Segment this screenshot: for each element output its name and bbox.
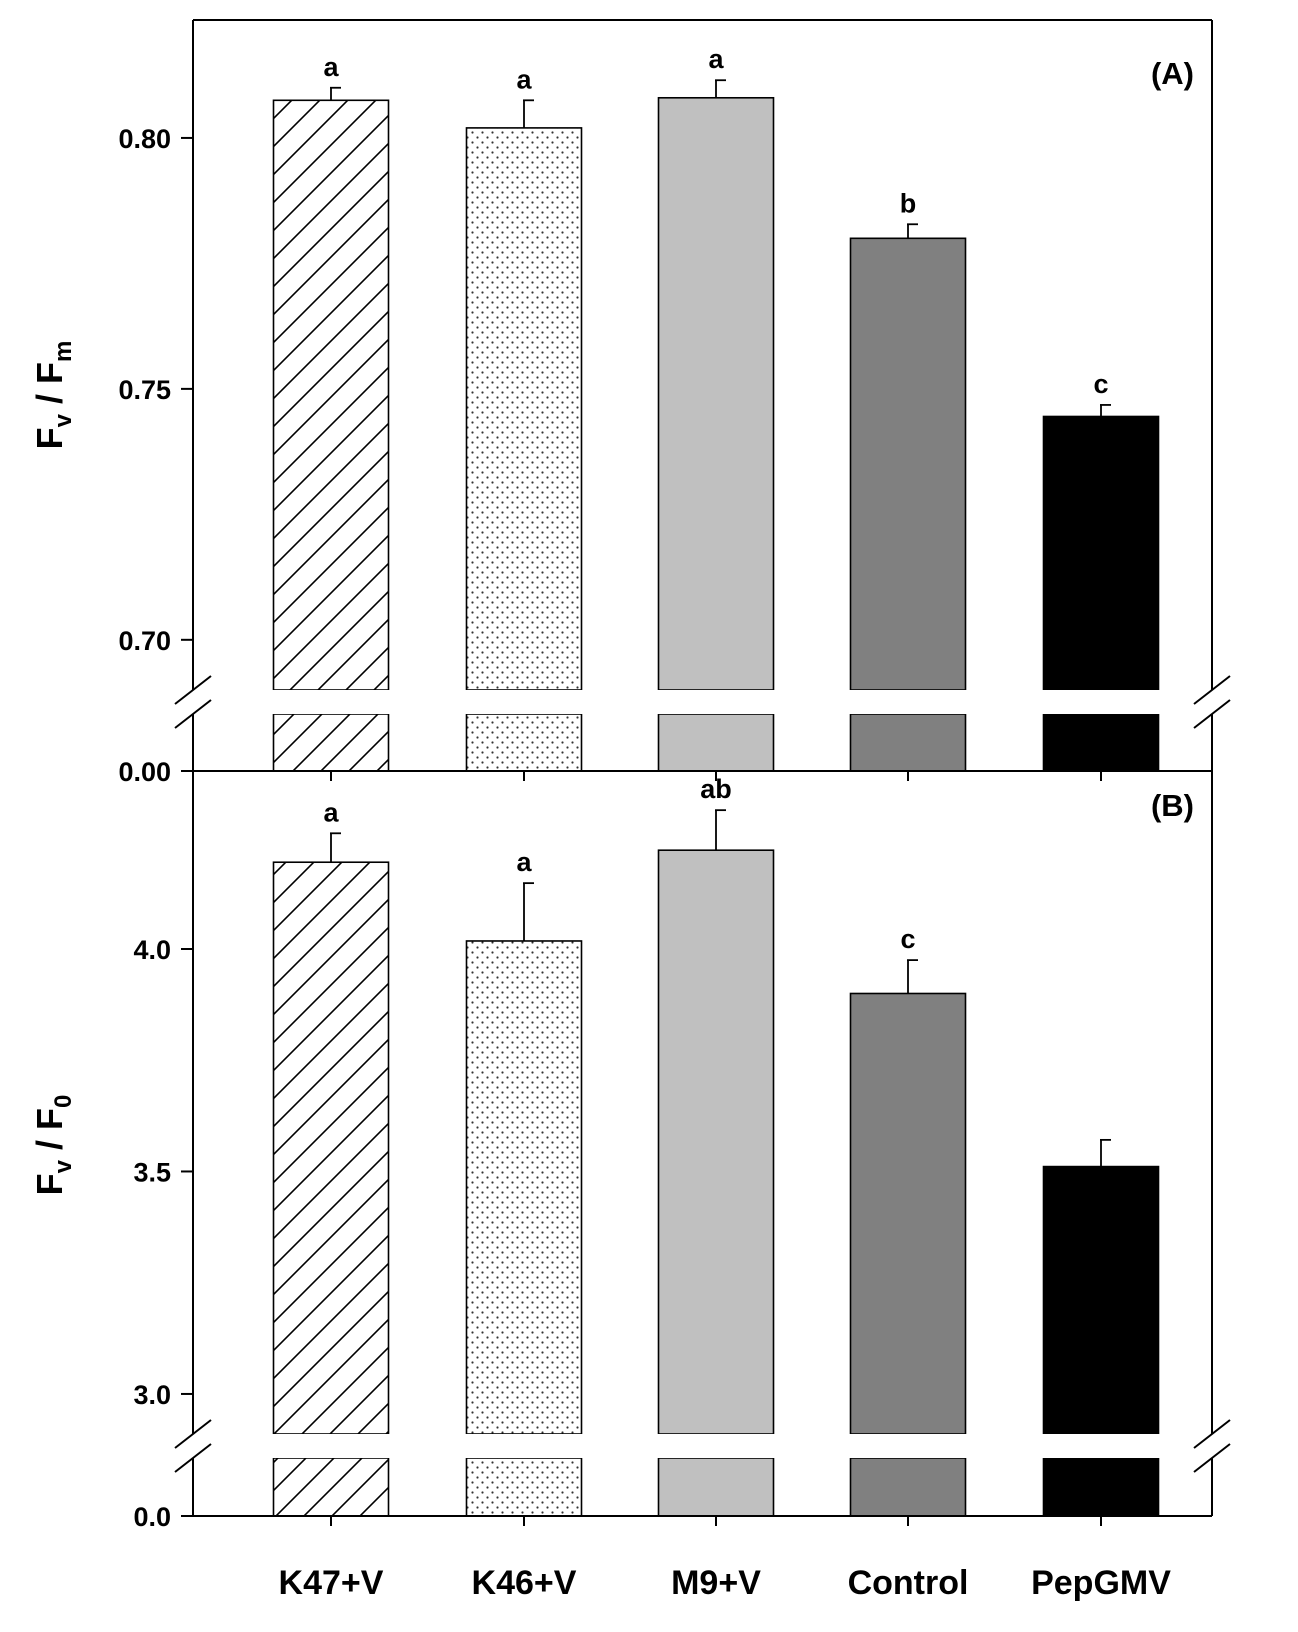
- bar-lower-3: [849, 713, 967, 772]
- bar-gap-0: [272, 1434, 390, 1458]
- bar-upper-3: [849, 992, 967, 1435]
- bar-gap-3: [849, 1434, 967, 1458]
- significance-label-0: a: [323, 52, 339, 82]
- y-tick-label-3: 4.0: [133, 935, 171, 965]
- y-axis-title-part-2: / F: [29, 362, 70, 414]
- bar-upper-4: [1042, 1165, 1160, 1435]
- bar-gap-4: [1042, 1434, 1160, 1458]
- y-tick-label-0: 0.00: [118, 757, 171, 787]
- bar-upper-2: [657, 96, 775, 691]
- y-axis-title: Fv / F0: [29, 1095, 77, 1196]
- bar-gap-1: [465, 1434, 583, 1458]
- significance-label-1: a: [516, 847, 532, 877]
- bar-upper-1: [465, 940, 583, 1435]
- bar-gap-1: [465, 690, 583, 714]
- y-axis-title-text: Fv / Fm: [29, 341, 77, 450]
- panel-b: a a ab c 0.0 3.0 3.5 4.0 (B) Fv / F0: [29, 770, 1231, 1532]
- bar-lower-4: [1042, 713, 1160, 772]
- y-axis-title-part-1: v: [50, 1159, 77, 1173]
- axis-break-mark-0-1: [174, 1443, 212, 1473]
- bar-gap-2: [657, 690, 775, 714]
- bar-lower-0: [272, 713, 390, 772]
- bar-gap-2: [657, 1434, 775, 1458]
- bar-gap-0: [272, 690, 390, 714]
- panel-label: (B): [1151, 788, 1194, 823]
- y-tick-label-1: 0.70: [118, 626, 171, 656]
- bar-gap-3: [849, 690, 967, 714]
- axis-break-mark-0-0: [174, 675, 212, 705]
- bar-gap-4: [1042, 690, 1160, 714]
- y-tick-label-3: 0.80: [118, 124, 171, 154]
- bar-lower-2: [657, 1457, 775, 1517]
- significance-label-2: a: [708, 44, 724, 74]
- bar-upper-2: [657, 849, 775, 1435]
- significance-label-3: c: [900, 924, 915, 954]
- y-tick-label-0: 0.0: [133, 1502, 171, 1532]
- x-category-label-2: M9+V: [671, 1564, 761, 1602]
- y-axis-title: Fv / Fm: [29, 341, 77, 450]
- bar-lower-4: [1042, 1457, 1160, 1517]
- bar-upper-0: [272, 99, 390, 691]
- y-tick-label-2: 0.75: [118, 375, 171, 405]
- y-axis-title-part-3: 0: [50, 1095, 77, 1108]
- x-category-label-3: Control: [848, 1564, 969, 1602]
- bar-lower-1: [465, 1457, 583, 1517]
- x-category-label-1: K46+V: [472, 1564, 577, 1602]
- bar-upper-4: [1042, 415, 1160, 691]
- axis-break-mark-0-0: [174, 1419, 212, 1449]
- significance-label-2: ab: [700, 774, 732, 804]
- y-axis-title-part-1: v: [50, 413, 77, 427]
- axis-break-mark-1-1: [1193, 1443, 1231, 1473]
- axis-break-mark-1-0: [1193, 1419, 1231, 1449]
- bar-upper-0: [272, 861, 390, 1435]
- x-category-label-4: PepGMV: [1031, 1564, 1171, 1602]
- y-axis-title-text: Fv / F0: [29, 1095, 77, 1196]
- axis-break-mark-0-1: [174, 699, 212, 729]
- panel-label: (A): [1151, 56, 1194, 91]
- significance-label-3: b: [900, 188, 917, 218]
- panel-a: a a a b c 0.00 0.70 0.75 0.80 (A) Fv / Fm: [29, 19, 1231, 787]
- bar-lower-1: [465, 713, 583, 772]
- bar-upper-3: [849, 237, 967, 691]
- axis-break-mark-1-0: [1193, 675, 1231, 705]
- y-axis-title-part-2: / F: [29, 1108, 70, 1160]
- y-axis-title-part-0: F: [29, 427, 70, 449]
- axis-break-mark-1-1: [1193, 699, 1231, 729]
- y-axis-title-part-0: F: [29, 1173, 70, 1195]
- significance-label-0: a: [323, 797, 339, 827]
- significance-label-1: a: [516, 64, 532, 94]
- x-category-label-0: K47+V: [279, 1564, 384, 1602]
- bar-lower-2: [657, 713, 775, 772]
- bar-upper-1: [465, 127, 583, 691]
- significance-label-4: c: [1093, 369, 1108, 399]
- bar-lower-0: [272, 1457, 390, 1517]
- y-tick-label-1: 3.0: [133, 1380, 171, 1410]
- bar-lower-3: [849, 1457, 967, 1517]
- y-axis-title-part-3: m: [50, 341, 77, 362]
- y-tick-label-2: 3.5: [133, 1157, 171, 1187]
